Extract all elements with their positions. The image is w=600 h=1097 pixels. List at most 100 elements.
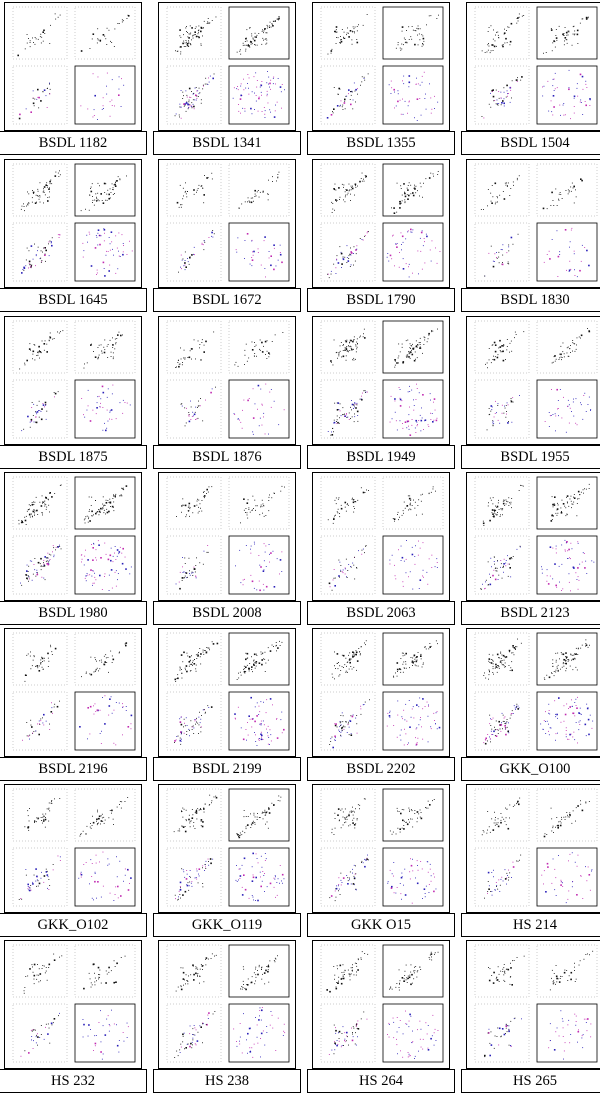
cluster-plot-panel (312, 628, 450, 757)
cluster-diagnostic-plots (474, 944, 598, 1063)
cluster-name-label: BSDL 1504 (461, 131, 600, 155)
spatial-map-subplot (74, 222, 136, 282)
cluster-plot-panel (312, 472, 450, 601)
cmd-members-subplot (12, 847, 68, 907)
cmd-field-subplot (474, 6, 530, 60)
spatial-map-subplot (228, 535, 290, 595)
cmd-members-subplot (320, 379, 376, 439)
cluster-name-label: GKK O15 (307, 913, 455, 937)
cmd-field-subplot (12, 632, 68, 686)
cluster-plot-panel (158, 940, 296, 1069)
cluster-plot-panel (158, 316, 296, 445)
cmd-cluster-subplot (228, 320, 290, 374)
cluster-diagnostic-plots (320, 320, 444, 439)
cmd-cluster-subplot (382, 788, 444, 842)
cmd-cluster-subplot (74, 788, 136, 842)
cluster-plot-panel (4, 472, 142, 601)
cluster-name-label: HS 265 (461, 1069, 600, 1093)
spatial-map-subplot (382, 222, 444, 282)
cmd-members-subplot (166, 691, 222, 751)
spatial-map-subplot (536, 379, 598, 439)
cluster-name-label: BSDL 1645 (0, 288, 147, 312)
cluster-diagnostic-plots (166, 6, 290, 125)
cmd-field-subplot (474, 163, 530, 217)
cmd-field-subplot (12, 476, 68, 530)
cluster-name-label: HS 264 (307, 1069, 455, 1093)
cluster-diagnostic-plots (166, 320, 290, 439)
cluster-diagnostic-plots (474, 6, 598, 125)
cluster-name-label: HS 214 (461, 913, 600, 937)
cmd-cluster-subplot (382, 632, 444, 686)
cmd-field-subplot (320, 788, 376, 842)
cmd-cluster-subplot (74, 6, 136, 60)
cmd-field-subplot (320, 944, 376, 998)
cmd-field-subplot (320, 632, 376, 686)
cmd-cluster-subplot (382, 944, 444, 998)
cmd-cluster-subplot (74, 476, 136, 530)
cmd-members-subplot (12, 222, 68, 282)
cmd-field-subplot (166, 632, 222, 686)
cmd-field-subplot (166, 476, 222, 530)
cluster-plot-panel (466, 159, 600, 288)
cmd-field-subplot (320, 320, 376, 374)
cmd-field-subplot (166, 163, 222, 217)
cluster-name-label: BSDL 1875 (0, 445, 147, 469)
spatial-map-subplot (536, 65, 598, 125)
cmd-field-subplot (474, 476, 530, 530)
cluster-diagnostic-plots (320, 476, 444, 595)
cluster-plot-panel (4, 628, 142, 757)
spatial-map-subplot (228, 222, 290, 282)
cluster-diagnostic-plots (166, 476, 290, 595)
cmd-members-subplot (320, 691, 376, 751)
cluster-name-label: BSDL 2199 (153, 757, 301, 781)
cmd-field-subplot (474, 320, 530, 374)
cluster-name-label: GKK_O119 (153, 913, 301, 937)
cluster-plot-panel (312, 2, 450, 131)
cmd-field-subplot (166, 788, 222, 842)
cluster-diagnostic-plots (474, 163, 598, 282)
cmd-field-subplot (12, 163, 68, 217)
cmd-members-subplot (474, 847, 530, 907)
spatial-map-subplot (536, 1003, 598, 1063)
cluster-diagnostic-plots (12, 944, 136, 1063)
cmd-members-subplot (320, 222, 376, 282)
cluster-name-label: BSDL 1980 (0, 601, 147, 625)
cluster-diagnostic-plots (166, 163, 290, 282)
cmd-cluster-subplot (228, 6, 290, 60)
cluster-name-label: BSDL 1672 (153, 288, 301, 312)
cluster-name-label: BSDL 1341 (153, 131, 301, 155)
cluster-plot-panel (466, 2, 600, 131)
spatial-map-subplot (74, 847, 136, 907)
cmd-members-subplot (474, 1003, 530, 1063)
cluster-name-label: BSDL 1876 (153, 445, 301, 469)
cluster-name-label: BSDL 1355 (307, 131, 455, 155)
cmd-field-subplot (320, 476, 376, 530)
cmd-members-subplot (320, 65, 376, 125)
cluster-diagnostic-plots (12, 476, 136, 595)
cluster-plot-panel (312, 159, 450, 288)
cmd-field-subplot (12, 788, 68, 842)
spatial-map-subplot (74, 535, 136, 595)
cmd-members-subplot (474, 222, 530, 282)
cmd-members-subplot (12, 535, 68, 595)
cluster-diagnostic-plots (320, 163, 444, 282)
spatial-map-subplot (228, 847, 290, 907)
cluster-diagnostic-plots (12, 632, 136, 751)
cluster-plot-panel (158, 2, 296, 131)
cmd-cluster-subplot (382, 320, 444, 374)
cluster-plot-panel (158, 159, 296, 288)
cluster-name-label: HS 232 (0, 1069, 147, 1093)
cluster-name-label: BSDL 2008 (153, 601, 301, 625)
spatial-map-subplot (382, 1003, 444, 1063)
spatial-map-subplot (382, 535, 444, 595)
cmd-field-subplot (474, 632, 530, 686)
cmd-cluster-subplot (536, 476, 598, 530)
cmd-cluster-subplot (74, 632, 136, 686)
cluster-diagnostic-plots (474, 476, 598, 595)
cmd-field-subplot (12, 944, 68, 998)
spatial-map-subplot (74, 65, 136, 125)
cluster-plot-panel (158, 784, 296, 913)
cmd-cluster-subplot (228, 788, 290, 842)
cluster-name-label: BSDL 2202 (307, 757, 455, 781)
cmd-members-subplot (320, 535, 376, 595)
